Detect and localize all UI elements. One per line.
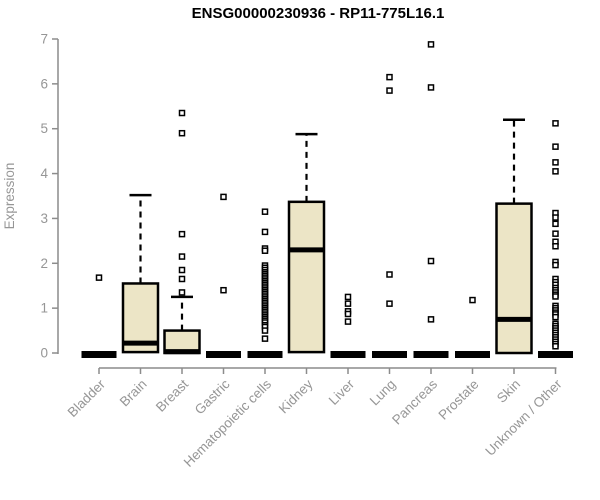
zero-box [413, 351, 449, 358]
outlier-point [552, 168, 559, 175]
zero-box [455, 351, 490, 358]
outlier-point [261, 228, 269, 236]
x-tick-label: Pancreas [389, 376, 440, 427]
outlier-point [220, 193, 227, 201]
x-tick-label: Bladder [65, 376, 109, 420]
outlier-point [552, 293, 559, 300]
x-tick-label: Breast [153, 376, 191, 414]
outlier-point [552, 343, 559, 350]
y-tick-label: 1 [40, 301, 48, 316]
outlier-point [427, 316, 435, 323]
outlier-point [95, 274, 103, 281]
x-tick-label: Liver [326, 376, 358, 408]
outlier-point [469, 296, 476, 304]
outlier-point [552, 230, 559, 237]
outlier-point [552, 242, 559, 250]
outlier-point [178, 275, 186, 283]
outlier-point [178, 289, 186, 296]
outlier-point [552, 159, 559, 166]
box [287, 200, 326, 354]
zero-box [538, 351, 573, 358]
outlier-point [552, 143, 559, 150]
zero-box [206, 351, 241, 358]
y-tick-label: 2 [40, 256, 48, 271]
outlier-point [178, 230, 186, 238]
outlier-point [344, 300, 352, 307]
outlier-point [220, 286, 227, 294]
outlier-point [552, 120, 559, 127]
y-tick-label: 5 [40, 121, 48, 136]
outlier-point [261, 208, 269, 215]
zero-box [247, 351, 283, 358]
outlier-point [344, 310, 352, 318]
x-tick-label: Unknown / Other [482, 376, 565, 459]
x-tick-label: Prostate [435, 377, 481, 423]
zero-box [81, 351, 117, 358]
y-tick-label: 4 [40, 166, 48, 181]
x-tick-label: Brain [117, 377, 150, 410]
outlier-point [552, 214, 559, 221]
outlier-point [427, 41, 435, 48]
outlier-point [386, 87, 393, 94]
outlier-point [178, 129, 186, 137]
outlier-point [386, 73, 393, 81]
outlier-point [178, 266, 186, 274]
outlier-point [552, 220, 559, 228]
zero-box [330, 351, 366, 358]
outlier-point [386, 271, 393, 278]
chart-title: ENSG00000230936 - RP11-775L16.1 [192, 5, 445, 22]
x-tick-label: Lung [367, 377, 399, 409]
x-tick-label: Kidney [276, 376, 316, 416]
outlier-point [344, 318, 352, 325]
outlier-point [427, 257, 435, 265]
outlier-point [178, 253, 186, 260]
y-tick-label: 0 [40, 346, 48, 361]
outlier-point [552, 313, 559, 321]
outlier-point [552, 261, 559, 269]
outlier-point [344, 293, 352, 301]
x-tick-label: Gastric [192, 376, 233, 417]
outlier-point [261, 335, 269, 342]
outlier-point [386, 300, 393, 307]
y-axis-label: Expression [2, 163, 17, 230]
outlier-point [427, 84, 435, 91]
zero-box [372, 351, 407, 358]
outlier-point [261, 327, 269, 334]
outlier-point [261, 247, 269, 254]
y-tick-label: 7 [40, 32, 48, 47]
outlier-point [178, 109, 186, 117]
y-tick-label: 3 [40, 211, 48, 226]
y-tick-label: 6 [40, 76, 48, 91]
x-tick-label: Skin [494, 377, 523, 406]
box [495, 202, 533, 355]
